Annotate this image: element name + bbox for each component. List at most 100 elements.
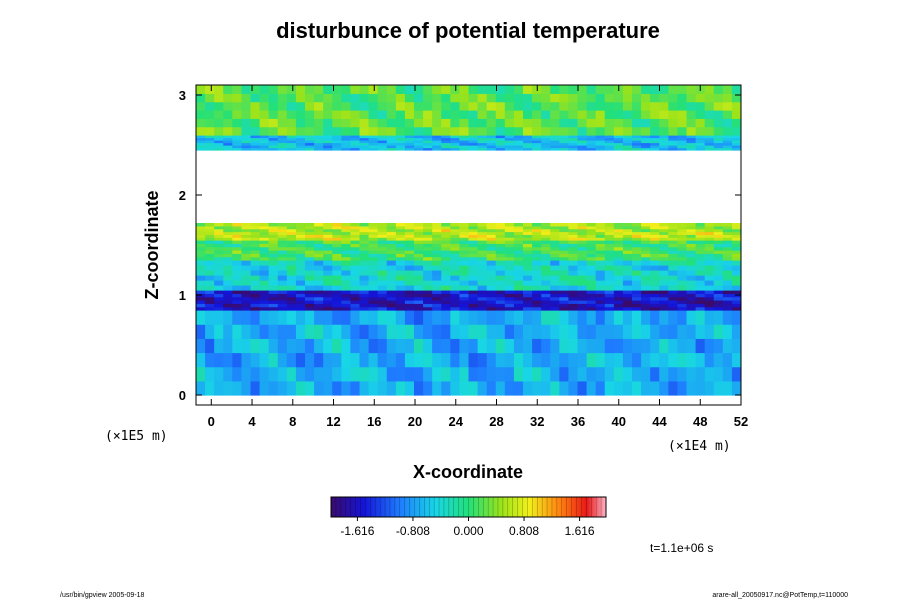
heatmap-cell xyxy=(332,275,342,281)
heatmap-cell xyxy=(677,101,688,111)
heatmap-cell xyxy=(214,306,224,311)
heatmap-cell xyxy=(386,93,397,103)
heatmap-cell xyxy=(295,147,306,151)
heatmap-cell xyxy=(722,85,733,94)
y-tick-label: 2 xyxy=(179,188,186,203)
heatmap-cell xyxy=(259,270,270,276)
heatmap-cell xyxy=(286,85,297,94)
heatmap-cell xyxy=(423,324,433,339)
heatmap-cell xyxy=(523,275,533,281)
heatmap-cell xyxy=(341,237,352,241)
heatmap-cell xyxy=(386,265,397,271)
heatmap-cell xyxy=(350,265,361,271)
heatmap-cell xyxy=(577,285,588,291)
heatmap-cell xyxy=(532,296,542,301)
heatmap-cell xyxy=(704,240,715,244)
heatmap-cell xyxy=(577,223,588,227)
heatmap-cell xyxy=(295,142,306,146)
heatmap-cell xyxy=(277,228,288,233)
heatmap-cell xyxy=(659,110,669,119)
heatmap-cell xyxy=(196,223,206,227)
heatmap-cell xyxy=(286,126,297,136)
heatmap-cell xyxy=(495,380,506,396)
heatmap-cell xyxy=(595,280,606,286)
heatmap-cell xyxy=(659,126,669,136)
heatmap-cell xyxy=(495,352,506,368)
heatmap-cell xyxy=(622,126,633,136)
heatmap-cell xyxy=(486,93,497,103)
heatmap-cell xyxy=(332,290,342,294)
heatmap-cell xyxy=(286,135,297,139)
heatmap-cell xyxy=(577,256,588,261)
heatmap-cell xyxy=(341,243,352,248)
heatmap-cell xyxy=(713,296,724,301)
heatmap-cell xyxy=(196,303,206,308)
heatmap-cell xyxy=(632,228,642,233)
heatmap-cell xyxy=(432,142,442,146)
x-axis-label: X-coordinate xyxy=(413,462,523,482)
heatmap-cell xyxy=(523,253,533,258)
heatmap-cell xyxy=(550,126,560,136)
heatmap-cell xyxy=(622,110,633,119)
heatmap-cell xyxy=(568,137,579,141)
heatmap-cell xyxy=(550,300,560,304)
heatmap-cell xyxy=(323,293,333,298)
heatmap-cell xyxy=(368,290,379,294)
heatmap-cell xyxy=(668,293,679,298)
heatmap-cell xyxy=(377,310,388,325)
heatmap-cell xyxy=(541,234,551,238)
heatmap-cell xyxy=(495,270,506,276)
heatmap-cell xyxy=(404,270,415,276)
heatmap-cell xyxy=(632,237,642,241)
heatmap-cell xyxy=(205,243,215,248)
heatmap-cell xyxy=(713,140,724,144)
heatmap-cell xyxy=(259,260,270,266)
heatmap-cell xyxy=(604,352,615,368)
heatmap-cell xyxy=(713,240,724,244)
heatmap-cell xyxy=(332,300,342,304)
heatmap-cell xyxy=(277,101,288,111)
heatmap-cell xyxy=(632,285,642,291)
heatmap-cell xyxy=(414,237,424,241)
heatmap-cell xyxy=(622,140,633,144)
heatmap-cell xyxy=(286,260,297,266)
heatmap-cell xyxy=(314,243,324,248)
heatmap-cell xyxy=(250,142,261,146)
heatmap-cell xyxy=(423,250,433,254)
heatmap-cell xyxy=(622,338,633,354)
heatmap-cell xyxy=(241,265,252,271)
heatmap-cell xyxy=(550,250,560,254)
heatmap-cell xyxy=(613,246,624,251)
heatmap-cell xyxy=(359,234,370,238)
heatmap-cell xyxy=(259,296,270,301)
heatmap-cell xyxy=(250,234,261,238)
heatmap-cell xyxy=(350,296,361,301)
heatmap-cell xyxy=(722,265,733,271)
heatmap-cell xyxy=(568,253,579,258)
heatmap-cell xyxy=(377,93,388,103)
heatmap-cell xyxy=(286,145,297,149)
heatmap-cell xyxy=(477,324,488,339)
heatmap-cell xyxy=(622,303,633,308)
heatmap-cell xyxy=(232,101,243,111)
heatmap-cell xyxy=(386,275,397,281)
heatmap-cell xyxy=(513,243,524,248)
heatmap-cell xyxy=(350,101,361,111)
heatmap-cell xyxy=(450,142,461,146)
heatmap-cell xyxy=(523,260,533,266)
heatmap-cell xyxy=(314,225,324,230)
heatmap-cell xyxy=(504,237,515,241)
heatmap-cell xyxy=(323,352,333,368)
heatmap-cell xyxy=(523,243,533,248)
heatmap-cell xyxy=(677,296,688,301)
heatmap-cell xyxy=(423,223,433,227)
heatmap-cell xyxy=(450,225,461,230)
heatmap-cell xyxy=(595,293,606,298)
heatmap-cell xyxy=(695,310,706,325)
heatmap-cell xyxy=(277,366,288,382)
heatmap-cell xyxy=(450,140,461,144)
heatmap-cell xyxy=(541,140,551,144)
heatmap-cell xyxy=(232,285,243,291)
heatmap-cell xyxy=(477,275,488,281)
heatmap-cell xyxy=(241,110,252,119)
